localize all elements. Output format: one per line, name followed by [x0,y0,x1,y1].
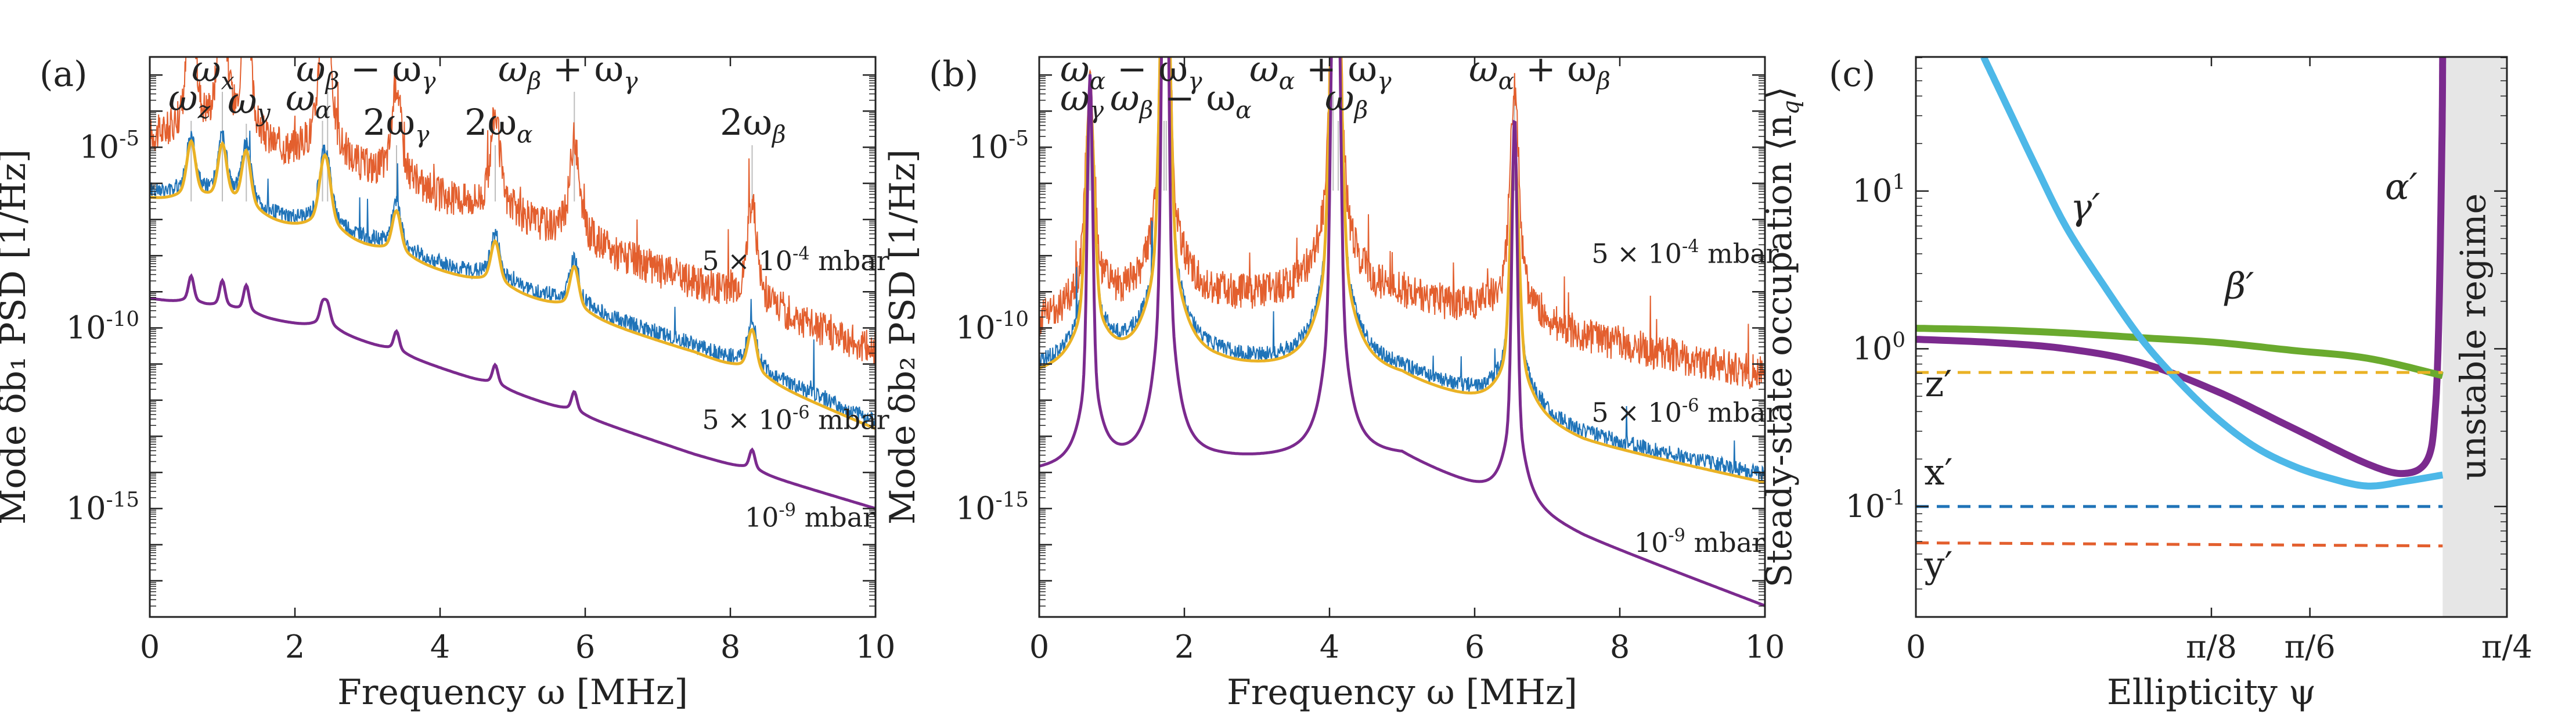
curve-label: α′ [2385,165,2418,207]
x-tick-label: 0 [1029,629,1049,665]
unstable-regime-label: unstable regime [2453,193,2494,480]
x-tick-label: 6 [1465,629,1485,665]
pressure-annotation: 5 × 10-4 mbar [1591,236,1778,269]
panel-a: 0 2 4 6 8 10 10-5 10-10 10-15 Frequency ω [MHz] Mo… [0,48,896,713]
pressure-annotation: 5 × 10-4 mbar [702,244,889,277]
peak-label: ωβ − ωγ [296,48,436,95]
panel-b: 0 2 4 6 8 10 10-5 10-10 10-15 Frequency ω [MHz] Mo… [882,48,1785,713]
series-line-5-10-4-mbar [1039,57,1765,389]
series-line-5-10-4-mbar [150,57,876,365]
series-line-5-10-6-mbar [1039,57,1765,483]
curve-y-prime [1916,541,2443,548]
axes-frame [1038,56,1766,618]
y-tick-label: 10-15 [66,488,139,527]
x-axis-label: Ellipticity ψ [2107,672,2316,713]
peak-label: ωz [168,77,211,124]
y-tick-label: 10-1 [1846,486,1905,525]
x-axis-label: Frequency ω [MHz] [337,672,688,713]
peak-label: 2ωβ [720,101,786,149]
axes-frame [1915,56,2508,618]
x-tick-label: 10 [1745,629,1785,665]
y-tick-label: 10-10 [66,307,139,346]
x-tick-label: 10 [856,629,896,665]
y-tick-label: 10-10 [956,307,1029,346]
peak-label: ωβ − ωα [1110,77,1252,124]
curve-label: y′ [1923,544,1952,586]
peak-label: ωβ + ωγ [498,48,638,95]
peak-label: ωα + ωβ [1469,48,1611,95]
x-axis-label: Frequency ω [MHz] [1227,672,1577,713]
peak-label: ωα − ωγ [1060,48,1202,95]
x-tick-label: 2 [285,629,305,665]
x-tick-label: 8 [1610,629,1630,665]
x-tick-label: 0 [140,629,160,665]
panel-c: unstable regime 0 π/8 π/6 π/4 10-1 100 101 α′ β′ γ… [1759,54,2532,713]
peak-label: ωα [286,77,331,124]
curve-β-prime [1916,325,2444,379]
y-tick-label: 10-5 [80,127,139,166]
unstable-region [2442,57,2507,617]
series-line-10-9-mbar [1039,57,1765,607]
curve-α-prime [1916,57,2447,478]
peak-label: ωx [192,48,235,95]
series-line-10-9-mbar [150,273,876,510]
pressure-annotation: 10-9 mbar [745,500,876,533]
series-group [150,57,876,510]
x-tick-label: 0 [1906,629,1926,665]
x-tick-label: π/8 [2186,629,2237,665]
pressure-annotation: 10-9 mbar [1634,526,1765,558]
x-tick-label: π/4 [2481,629,2532,665]
y-tick-label: 10-5 [969,127,1029,166]
y-axis-label: Steady-state occupation ⟨nq⟩ [1759,87,1804,588]
pressure-annotation: 5 × 10-6 mbar [1591,396,1778,428]
peak-label: ωβ [1325,77,1368,124]
curve-label: z′ [1925,362,1952,405]
peak-leader-lines [190,92,753,202]
x-tick-label: 2 [1174,629,1194,665]
peak-label: 2ωγ [363,101,430,149]
pressure-annotation: 5 × 10-6 mbar [702,403,889,435]
peak-label: ωγ [1060,77,1104,124]
x-tick-label: 4 [430,629,450,665]
peak-leader-lines [1089,92,1515,191]
axes-frame [149,56,877,618]
y-tick-label: 100 [1853,328,1905,367]
peak-label: ωα + ωγ [1249,48,1392,95]
y-axis-label: Mode δb₁ PSD [1/Hz] [0,149,34,525]
panel-label: (b) [929,54,978,95]
y-tick-label: 10-15 [956,488,1029,527]
series-line-fit [150,138,876,430]
curve-γ-prime [1980,57,2444,490]
curve-label: β′ [2224,264,2254,307]
curve-label: x′ [1924,451,1952,493]
y-axis-label: Mode δb₂ PSD [1/Hz] [882,149,923,525]
panel-label: (a) [39,54,88,95]
peak-label: 2ωα [464,101,533,149]
x-tick-label: 4 [1320,629,1339,665]
x-tick-label: π/6 [2285,629,2336,665]
series-line-fit [1039,57,1765,484]
x-tick-label: 6 [575,629,595,665]
panel-label: (c) [1829,54,1875,95]
peak-label: ωy [228,80,271,127]
series-group [1039,57,1765,607]
x-tick-label: 8 [720,629,740,665]
y-tick-label: 101 [1853,170,1905,209]
curve-label: γ′ [2070,186,2100,228]
